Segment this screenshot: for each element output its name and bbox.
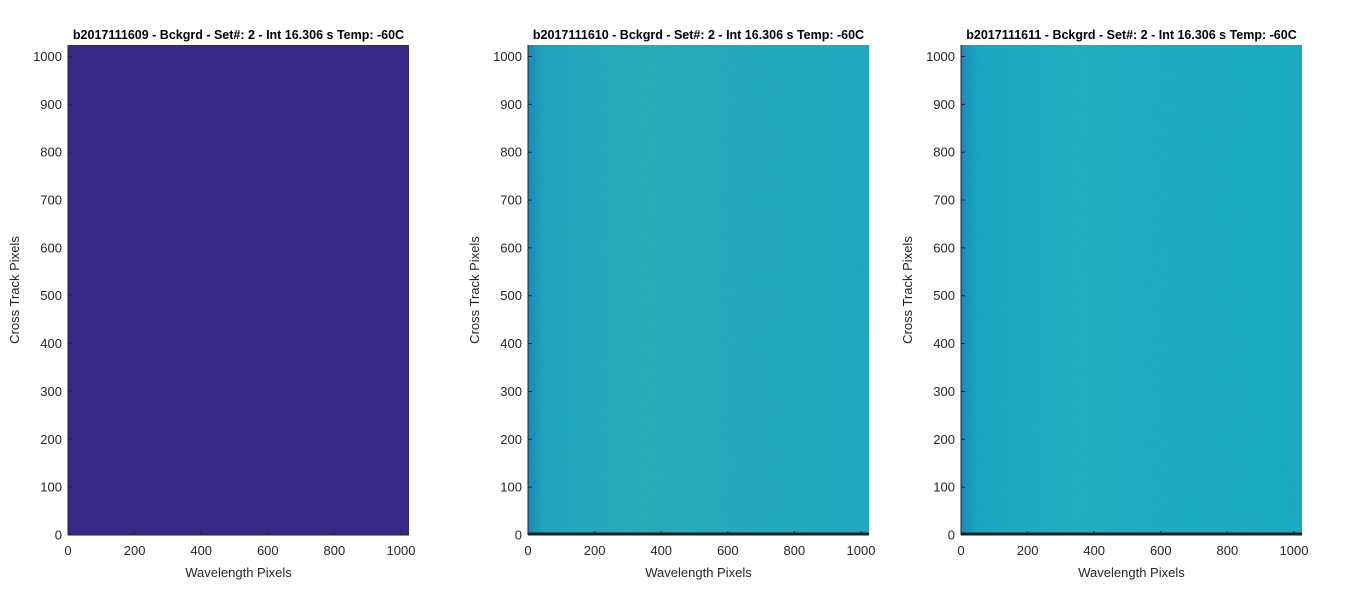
x-tick-label: 600 bbox=[1150, 543, 1172, 558]
x-tick-label: 400 bbox=[1083, 543, 1105, 558]
x-axis-label: Wavelength Pixels bbox=[185, 565, 292, 580]
y-tick-label: 1000 bbox=[493, 49, 522, 64]
x-tick-label: 400 bbox=[650, 543, 672, 558]
y-tick-label: 600 bbox=[40, 240, 62, 255]
y-tick-label: 0 bbox=[948, 528, 955, 543]
x-tick-label: 0 bbox=[64, 543, 71, 558]
x-tick-label: 800 bbox=[784, 543, 806, 558]
y-tick-label: 900 bbox=[40, 97, 62, 112]
y-tick-label: 400 bbox=[40, 336, 62, 351]
y-tick-label: 500 bbox=[500, 288, 522, 303]
x-tick-label: 200 bbox=[124, 543, 146, 558]
y-tick-label: 500 bbox=[933, 288, 955, 303]
heatmap-bottom-row bbox=[528, 532, 869, 535]
x-tick-label: 800 bbox=[1217, 543, 1239, 558]
heatmap-image bbox=[68, 45, 409, 535]
y-tick-label: 700 bbox=[933, 193, 955, 208]
heatmap-bottom-row bbox=[961, 532, 1302, 535]
y-tick-label: 1000 bbox=[33, 49, 62, 64]
y-tick-label: 100 bbox=[40, 480, 62, 495]
y-tick-label: 300 bbox=[933, 384, 955, 399]
y-tick-label: 400 bbox=[933, 336, 955, 351]
heatmap-noise bbox=[528, 45, 869, 535]
y-axis-label: Cross Track Pixels bbox=[900, 236, 915, 344]
panel-title: b2017111611 - Bckgrd - Set#: 2 - Int 16.… bbox=[966, 28, 1296, 42]
x-tick-label: 1000 bbox=[847, 543, 876, 558]
x-tick-label: 200 bbox=[1017, 543, 1039, 558]
y-tick-label: 700 bbox=[500, 193, 522, 208]
y-tick-label: 600 bbox=[933, 240, 955, 255]
y-tick-label: 500 bbox=[40, 288, 62, 303]
y-axis-label: Cross Track Pixels bbox=[7, 236, 22, 344]
y-tick-label: 600 bbox=[500, 240, 522, 255]
y-tick-label: 300 bbox=[500, 384, 522, 399]
y-tick-label: 700 bbox=[40, 193, 62, 208]
x-tick-label: 0 bbox=[524, 543, 531, 558]
x-tick-label: 0 bbox=[957, 543, 964, 558]
x-tick-label: 600 bbox=[717, 543, 739, 558]
panel-title: b2017111609 - Bckgrd - Set#: 2 - Int 16.… bbox=[73, 28, 404, 42]
x-tick-label: 800 bbox=[324, 543, 346, 558]
x-tick-label: 1000 bbox=[1280, 543, 1309, 558]
y-tick-label: 900 bbox=[933, 97, 955, 112]
panel-0: b2017111609 - Bckgrd - Set#: 2 - Int 16.… bbox=[7, 28, 415, 580]
y-tick-label: 900 bbox=[500, 97, 522, 112]
y-tick-label: 100 bbox=[933, 480, 955, 495]
y-tick-label: 400 bbox=[500, 336, 522, 351]
x-tick-label: 400 bbox=[190, 543, 212, 558]
y-tick-label: 100 bbox=[500, 480, 522, 495]
x-axis-label: Wavelength Pixels bbox=[645, 565, 752, 580]
heatmap-noise bbox=[961, 45, 1302, 535]
y-tick-label: 1000 bbox=[926, 49, 955, 64]
y-tick-label: 0 bbox=[55, 528, 62, 543]
panel-2: b2017111611 - Bckgrd - Set#: 2 - Int 16.… bbox=[900, 28, 1308, 580]
y-tick-label: 300 bbox=[40, 384, 62, 399]
x-axis-label: Wavelength Pixels bbox=[1078, 565, 1185, 580]
panel-title: b2017111610 - Bckgrd - Set#: 2 - Int 16.… bbox=[533, 28, 864, 42]
y-tick-label: 800 bbox=[500, 145, 522, 160]
y-axis-label: Cross Track Pixels bbox=[467, 236, 482, 344]
x-tick-label: 600 bbox=[257, 543, 279, 558]
y-tick-label: 800 bbox=[933, 145, 955, 160]
y-tick-label: 200 bbox=[500, 432, 522, 447]
y-tick-label: 800 bbox=[40, 145, 62, 160]
y-tick-label: 0 bbox=[515, 528, 522, 543]
y-tick-label: 200 bbox=[933, 432, 955, 447]
y-tick-label: 200 bbox=[40, 432, 62, 447]
x-tick-label: 200 bbox=[584, 543, 606, 558]
x-tick-label: 1000 bbox=[387, 543, 416, 558]
panel-1: b2017111610 - Bckgrd - Set#: 2 - Int 16.… bbox=[467, 28, 875, 580]
